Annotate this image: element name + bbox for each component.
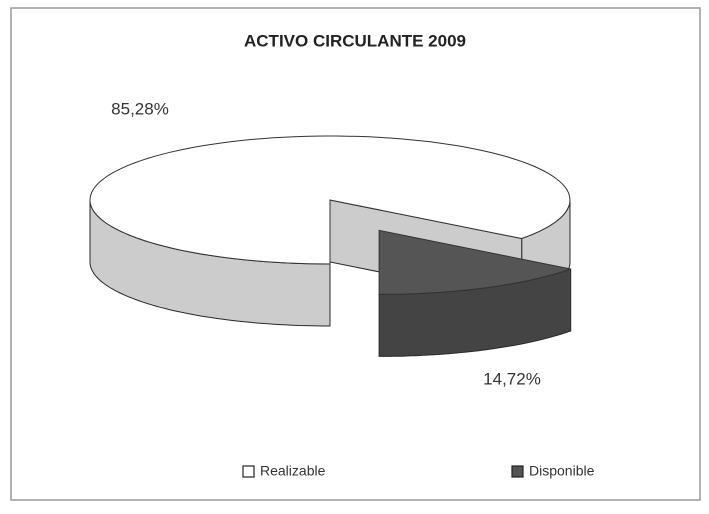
slice bbox=[89, 135, 571, 265]
data-label: 14,72% bbox=[483, 369, 541, 388]
legend-label: Realizable bbox=[260, 463, 326, 479]
data-label: 85,28% bbox=[111, 99, 169, 118]
legend-swatch bbox=[242, 465, 255, 478]
legend-swatch bbox=[511, 465, 524, 478]
chart-title: ACTIVO CIRCULANTE 2009 bbox=[244, 31, 466, 50]
legend-label: Disponible bbox=[529, 463, 595, 479]
slice bbox=[378, 229, 571, 295]
